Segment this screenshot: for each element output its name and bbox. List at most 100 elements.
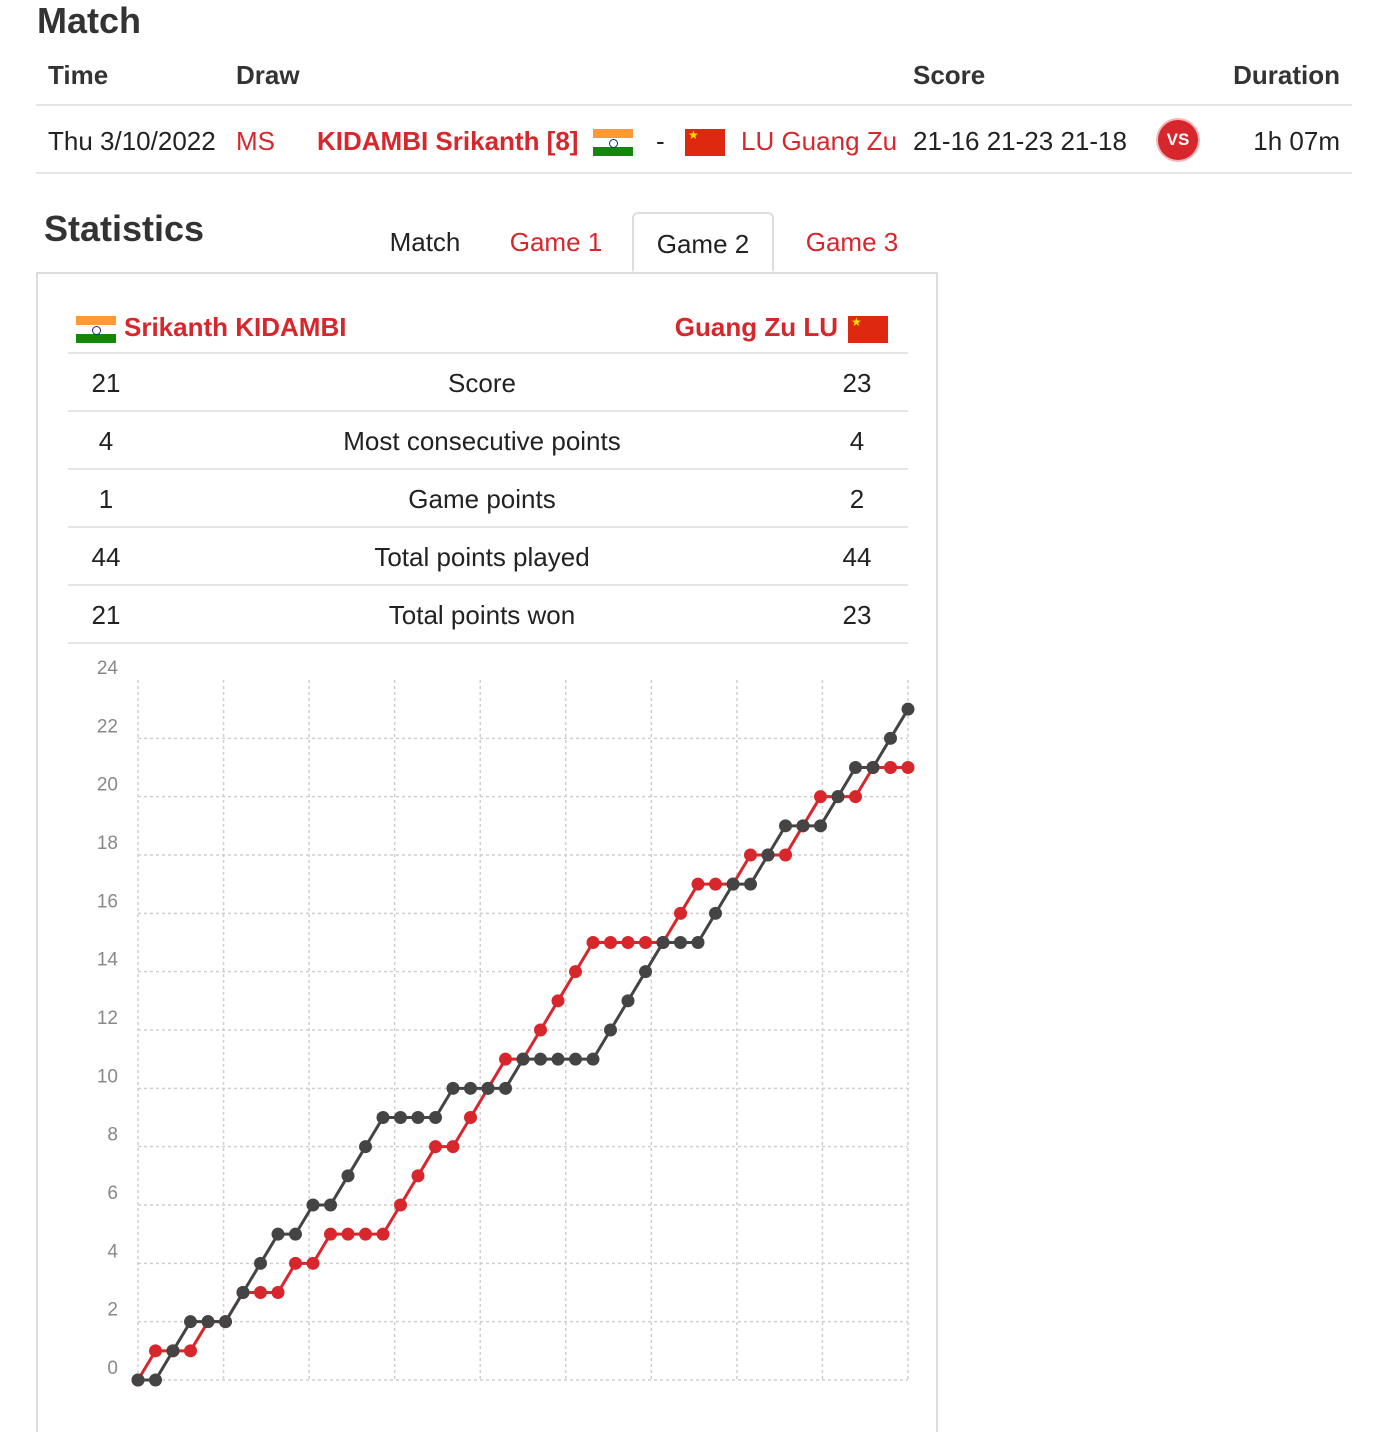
series-2-point	[411, 1111, 425, 1124]
tab-game-3[interactable]: Game 3	[805, 227, 899, 257]
series-1-point	[499, 1052, 512, 1066]
stat-row-game-points: 1 Game points 2	[68, 470, 908, 528]
series-1-point	[411, 1169, 425, 1183]
series-1-point	[394, 1198, 407, 1212]
statistics-panel	[36, 272, 938, 1432]
player1-link[interactable]: KIDAMBI Srikanth [8]	[317, 126, 579, 156]
series-2-point	[271, 1227, 285, 1241]
y-tick-label: 0	[107, 1358, 118, 1379]
stat-row-score: 21 Score 23	[68, 354, 908, 412]
series-2-point	[709, 906, 722, 920]
series-2-point	[166, 1344, 180, 1358]
series-1-point	[604, 936, 617, 949]
tab-game-2[interactable]: Game 2	[632, 212, 774, 272]
series-1-point	[429, 1140, 442, 1154]
stat-right-value: 4	[849, 426, 865, 456]
series-2-point	[586, 1052, 600, 1066]
y-tick-label: 4	[107, 1241, 118, 1262]
series-line-2	[138, 708, 910, 1382]
player2-name[interactable]: Guang Zu LU	[674, 312, 838, 342]
stat-label: Most consecutive points	[343, 426, 621, 456]
series-2-point	[656, 936, 670, 949]
stat-left-value: 1	[98, 484, 114, 514]
series-2-point	[621, 994, 635, 1008]
series-1-point	[621, 936, 635, 949]
series-1-point	[639, 936, 652, 949]
china-flag-icon	[685, 128, 725, 156]
players-header: Srikanth KIDAMBI Guang Zu LU	[68, 306, 908, 354]
stat-row-points-played: 44 Total points played 44	[68, 528, 908, 586]
series-1-point	[779, 848, 792, 862]
series-1-point	[674, 906, 687, 920]
series-2-point	[341, 1169, 355, 1183]
series-1-point	[849, 790, 862, 804]
series-2-point	[429, 1111, 442, 1124]
match-table-header: Time Draw Score Duration	[36, 50, 1352, 106]
series-1-point	[289, 1256, 302, 1270]
series-2-point	[376, 1111, 390, 1124]
stat-row-points-won: 21 Total points won 23	[68, 586, 908, 644]
series-2-point	[726, 877, 740, 891]
series-1-point	[464, 1111, 477, 1124]
y-tick-label: 20	[97, 775, 118, 796]
tab-match[interactable]: Match	[389, 227, 461, 257]
series-1-point	[814, 790, 827, 804]
series-1-point	[341, 1227, 355, 1241]
series-2-point	[446, 1081, 460, 1095]
stat-label: Game points	[408, 484, 556, 514]
stat-left-value: 44	[91, 542, 121, 572]
y-tick-label: 8	[107, 1125, 118, 1146]
stat-label: Total points played	[374, 542, 590, 572]
match-time: Thu 3/10/2022	[48, 126, 216, 156]
vs-icon[interactable]: VS	[1158, 120, 1198, 160]
series-2-point	[324, 1198, 337, 1212]
series-1-point	[691, 877, 705, 891]
score-column-header: Score	[913, 60, 986, 90]
stat-label: Score	[448, 368, 516, 398]
series-2-point	[604, 1023, 617, 1037]
match-row[interactable]: Thu 3/10/2022 MS KIDAMBI Srikanth [8] - …	[36, 106, 1352, 174]
series-1-point	[709, 877, 722, 891]
y-tick-label: 24	[97, 658, 119, 679]
series-2-point	[866, 761, 880, 774]
series-2-point	[219, 1315, 232, 1329]
draw-link[interactable]: MS	[236, 126, 275, 156]
series-1-point	[184, 1344, 197, 1358]
series-2-point	[551, 1052, 565, 1066]
series-1-point	[149, 1344, 162, 1358]
series-2-point	[184, 1315, 197, 1329]
player-separator: -	[656, 126, 665, 156]
y-tick-label: 2	[107, 1300, 118, 1321]
stat-left-value: 21	[91, 600, 121, 630]
draw-column-header: Draw	[236, 60, 300, 90]
series-2-point	[744, 877, 757, 891]
stat-right-value: 23	[842, 368, 872, 398]
china-flag-icon	[848, 315, 888, 343]
tab-game-1[interactable]: Game 1	[509, 227, 603, 257]
series-2-point	[534, 1052, 547, 1066]
match-score: 21-16 21-23 21-18	[913, 126, 1127, 156]
series-line-1	[136, 766, 908, 1381]
stat-label: Total points won	[388, 600, 576, 630]
y-tick-label: 6	[107, 1183, 118, 1204]
player1-name[interactable]: Srikanth KIDAMBI	[124, 312, 347, 342]
series-2-point	[639, 965, 652, 979]
player2-link[interactable]: LU Guang Zu	[741, 126, 898, 156]
series-2-point	[901, 702, 915, 716]
stat-right-value: 2	[849, 484, 865, 514]
series-1-point	[324, 1227, 337, 1241]
series-2-point	[569, 1052, 582, 1066]
series-1-point	[446, 1140, 460, 1154]
series-1-point	[254, 1286, 267, 1299]
series-1-point	[569, 965, 582, 979]
series-2-point	[394, 1111, 407, 1124]
stat-right-value: 23	[842, 600, 872, 630]
series-1-point	[744, 848, 757, 862]
match-heading: Match	[37, 0, 142, 41]
series-1-point	[306, 1256, 320, 1270]
series-2-point	[674, 936, 687, 949]
series-2-point	[796, 819, 810, 833]
series-2-point	[481, 1081, 495, 1095]
series-2-point	[201, 1315, 215, 1329]
